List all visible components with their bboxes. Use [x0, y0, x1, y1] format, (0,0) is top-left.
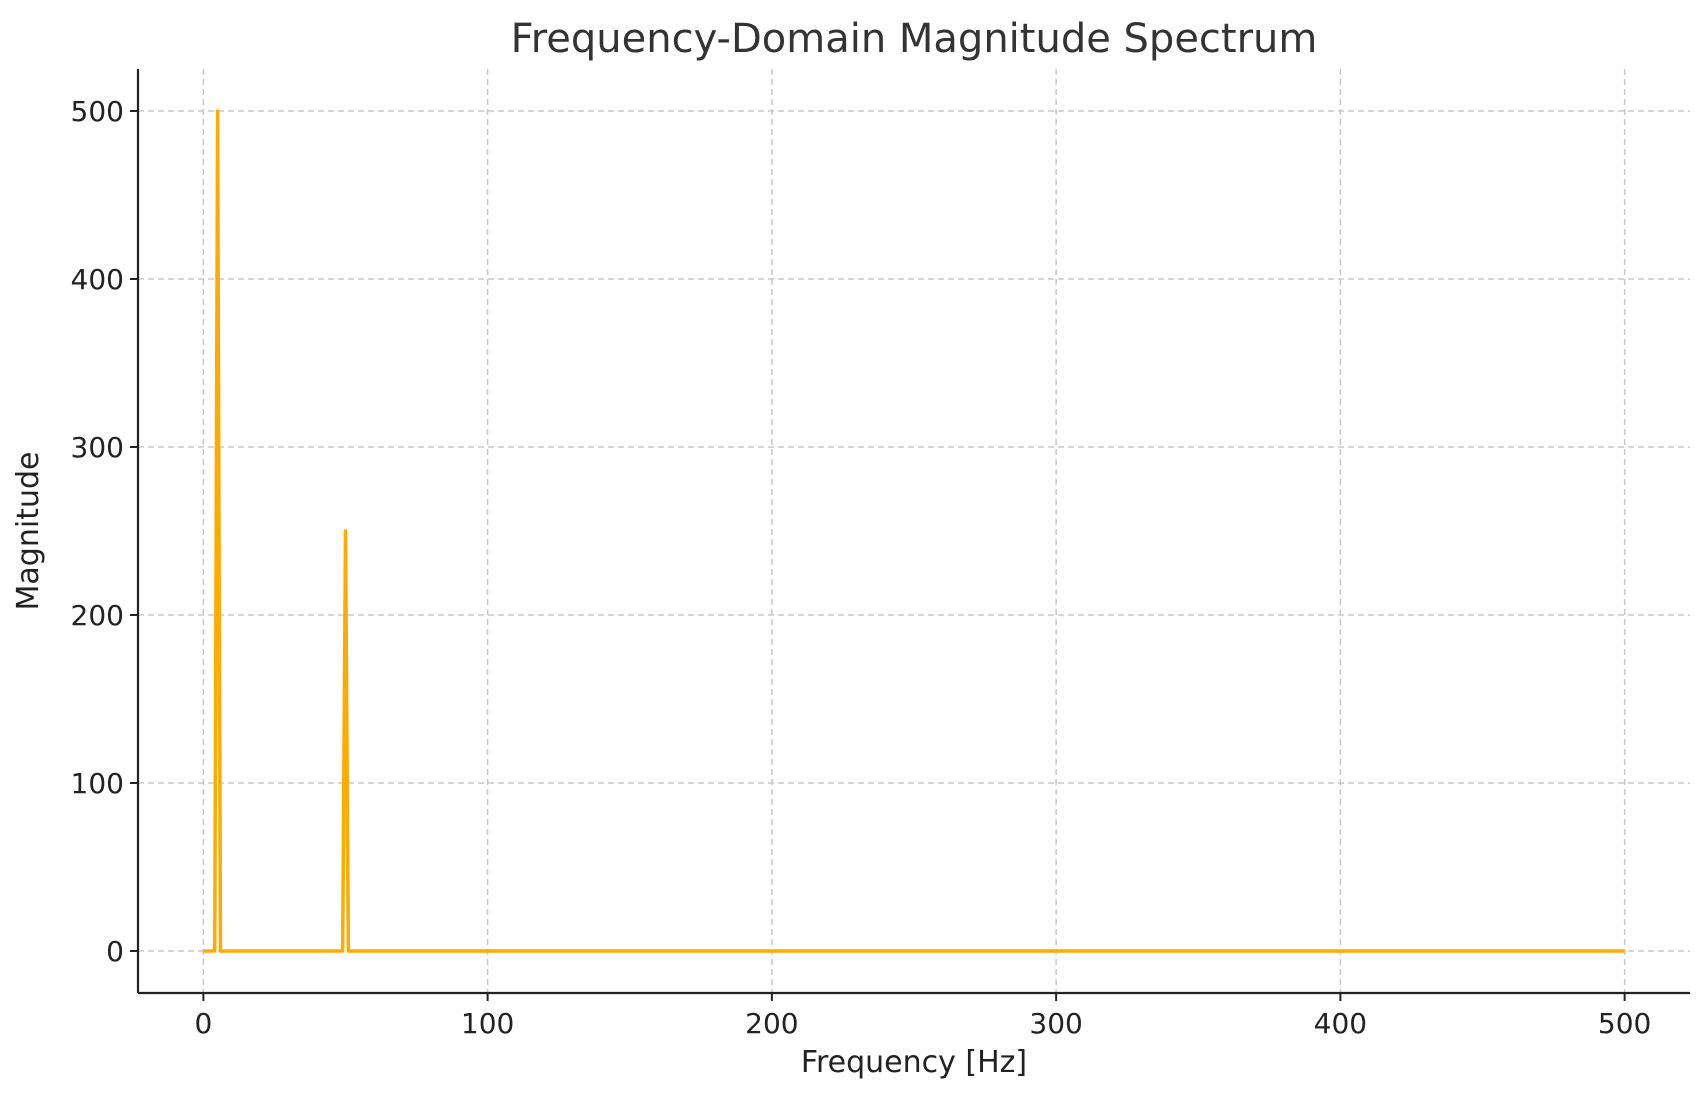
y-tick-label: 300: [71, 431, 124, 464]
grid: [138, 69, 1690, 993]
plot-area: [203, 109, 1625, 953]
x-axis-label: Frequency [Hz]: [801, 1045, 1027, 1080]
y-tick-label: 0: [106, 935, 124, 968]
y-tick-label: 100: [71, 767, 124, 800]
x-tick-label: 300: [1029, 1007, 1082, 1040]
ticks: 0 100 200 300 400 500 0 100 200 300 400 500: [71, 95, 1652, 1040]
series-line: [203, 109, 1625, 953]
x-tick-label: 500: [1598, 1007, 1651, 1040]
x-tick-label: 200: [745, 1007, 798, 1040]
y-tick-label: 400: [71, 263, 124, 296]
x-tick-label: 400: [1314, 1007, 1367, 1040]
y-tick-label: 500: [71, 95, 124, 128]
x-tick-label: 0: [194, 1007, 212, 1040]
axes: [136, 69, 1690, 995]
y-axis-label: Magnitude: [11, 452, 46, 611]
y-tick-label: 200: [71, 599, 124, 632]
x-tick-label: 100: [461, 1007, 514, 1040]
chart-title: Frequency-Domain Magnitude Spectrum: [511, 16, 1318, 62]
